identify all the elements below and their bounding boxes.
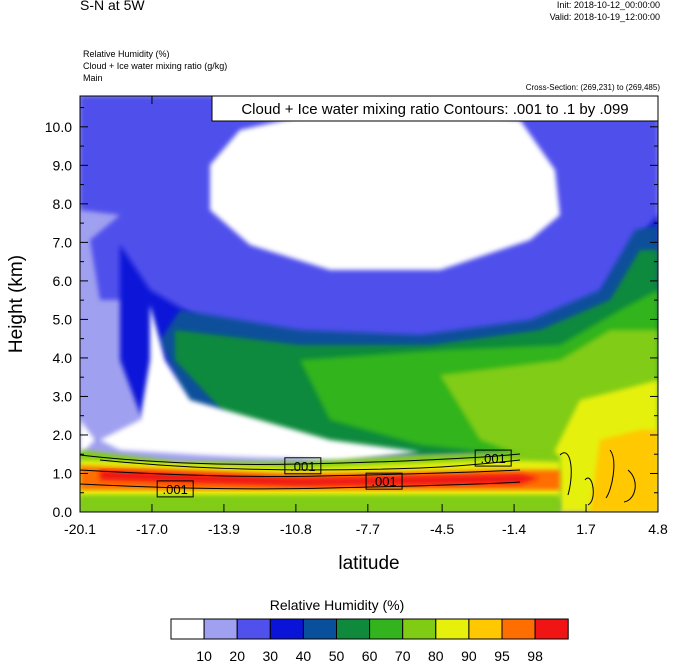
cloud-contour-0 <box>80 453 521 466</box>
variable-label-cloud: Cloud + Ice water mixing ratio (g/kg) <box>83 61 228 71</box>
colorbar-box-4 <box>302 618 337 640</box>
rh-field <box>80 96 658 512</box>
colorbar-label-4: 50 <box>329 648 345 664</box>
colorbar-box-1 <box>203 618 238 640</box>
colorbar-label-3: 40 <box>296 648 312 664</box>
colorbar-label-2: 30 <box>263 648 279 664</box>
x-tick-label-7: 1.7 <box>576 521 596 537</box>
cloud-contour-5 <box>605 449 636 503</box>
contour-info-box: Cloud + Ice water mixing ratio Contours:… <box>211 95 659 122</box>
x-tick-label-8: 4.8 <box>648 521 668 537</box>
colorbar-label-8: 90 <box>461 648 477 664</box>
x-tick-label-4: -7.7 <box>356 521 380 537</box>
colorbar-box-6 <box>369 618 404 640</box>
contour-label-box-0 <box>284 457 322 475</box>
x-tick-label-6: -1.4 <box>502 521 526 537</box>
x-tick-label-5: -4.5 <box>430 521 454 537</box>
rh-dry-left <box>80 420 95 455</box>
cloud-contour-1 <box>80 469 521 478</box>
contour-label-box-2 <box>365 472 403 490</box>
colorbar-box-9 <box>468 618 503 640</box>
colorbar-box-5 <box>336 618 371 640</box>
x-tick-label-3: -10.8 <box>280 521 312 537</box>
colorbar-title: Relative Humidity (%) <box>269 597 405 613</box>
colorbar-box-2 <box>236 618 271 640</box>
contour-label-0: .001 <box>290 459 315 474</box>
y-tick-label-2: 2.0 <box>53 427 73 443</box>
contour-labels: .001 .001 .001 .001 <box>156 449 512 498</box>
rh-band-90-95 <box>590 430 658 512</box>
contour-label-2: .001 <box>371 474 396 489</box>
x-tick-label-0: -20.1 <box>64 521 96 537</box>
rh-dry-upper <box>210 110 560 270</box>
colorbar: 10 20 30 40 50 60 70 80 90 95 98 <box>170 618 569 664</box>
colorbar-box-7 <box>402 618 437 640</box>
colorbar-box-8 <box>435 618 470 640</box>
rh-dry-lower <box>100 305 420 462</box>
y-tick-label-6: 6.0 <box>53 273 73 289</box>
contour-label-box-3 <box>474 449 512 467</box>
cloud-contours <box>80 449 636 506</box>
contour-label-box-1 <box>156 480 194 498</box>
variable-label-rh: Relative Humidity (%) <box>83 49 170 59</box>
rh-surface-80 <box>80 495 560 512</box>
y-tick-label-9: 9.0 <box>53 157 73 173</box>
init-time: Init: 2018-10-12_00:00:00 <box>556 0 660 10</box>
y-tick-label-10: 10.0 <box>45 119 72 135</box>
colorbar-label-9: 95 <box>494 648 510 664</box>
cloud-contour-4 <box>559 452 594 506</box>
variable-label-main: Main <box>83 73 103 83</box>
colorbar-label-5: 60 <box>362 648 378 664</box>
cloud-contour-3 <box>99 459 521 471</box>
colorbar-box-11 <box>534 618 569 640</box>
y-tick-label-7: 7.0 <box>53 234 73 250</box>
y-tick-label-0: 0.0 <box>53 504 73 520</box>
cross-section-label: Cross-Section: (269,231) to (269,485) <box>525 83 660 92</box>
y-tick-label-3: 3.0 <box>53 388 73 404</box>
axes: -20.1 -17.0 -13.9 -10.8 -7.7 -4.5 -1.4 1.7 4.8 0.… <box>45 96 668 537</box>
y-axis-label: Height (km) <box>6 255 27 353</box>
y-tick-label-5: 5.0 <box>53 311 73 327</box>
colorbar-box-3 <box>269 618 304 640</box>
y-tick-label-8: 8.0 <box>53 196 73 212</box>
cloud-contour-2 <box>80 481 521 490</box>
colorbar-label-1: 20 <box>229 648 245 664</box>
contour-label-3: .001 <box>481 451 506 466</box>
plot-title: S-N at 5W <box>80 0 145 13</box>
colorbar-box-0 <box>170 618 205 640</box>
y-tick-label-1: 1.0 <box>53 465 73 481</box>
x-axis-label: latitude <box>338 553 399 574</box>
colorbar-label-10: 98 <box>527 648 543 664</box>
colorbar-label-7: 80 <box>428 648 444 664</box>
x-tick-label-2: -13.9 <box>208 521 240 537</box>
contour-info-text: Cloud + Ice water mixing ratio Contours:… <box>241 101 628 118</box>
rh-bl-98 <box>100 470 540 486</box>
valid-time: Valid: 2018-10-19_12:00:00 <box>549 12 660 22</box>
colorbar-box-10 <box>501 618 536 640</box>
colorbar-label-0: 10 <box>196 648 212 664</box>
colorbar-label-6: 70 <box>395 648 411 664</box>
y-tick-label-4: 4.0 <box>53 350 73 366</box>
contour-label-1: .001 <box>163 482 188 497</box>
x-tick-label-1: -17.0 <box>136 521 168 537</box>
